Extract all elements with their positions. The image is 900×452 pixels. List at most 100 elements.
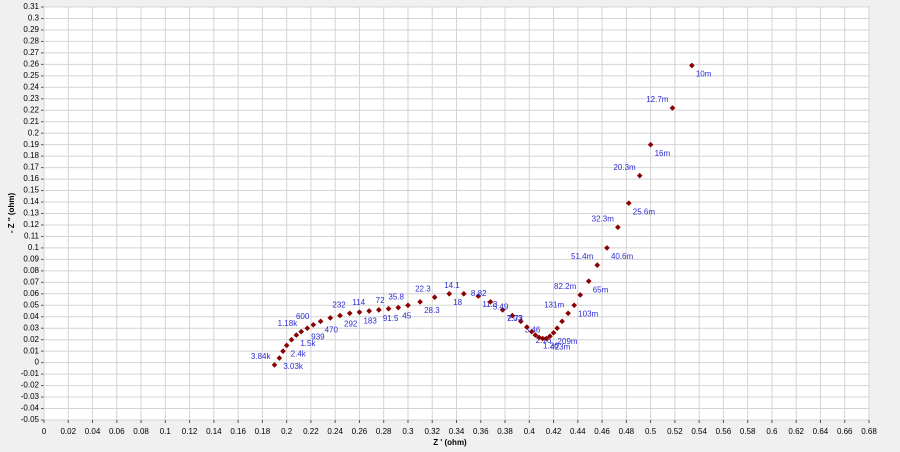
x-tick-label: 0.6 xyxy=(766,427,778,436)
y-tick-label: 0.19 xyxy=(23,140,39,149)
x-axis-title: Z ' (ohm) xyxy=(433,438,467,447)
y-tick-label: 0.03 xyxy=(23,323,39,332)
point xyxy=(577,292,584,298)
y-axis-title: - Z '' (ohm) xyxy=(7,193,16,234)
y-tick-label: 0.31 xyxy=(23,2,39,11)
point-label: 32.3m xyxy=(592,214,615,223)
point xyxy=(304,325,311,332)
x-tick-label: 0.48 xyxy=(619,427,635,436)
point-label: 2.73 xyxy=(507,314,523,323)
x-tick-label: 0.1 xyxy=(160,427,172,436)
point xyxy=(647,141,654,148)
point-label: 103m xyxy=(578,309,598,318)
point-label: 25.6m xyxy=(633,207,656,216)
x-tick-label: 0.18 xyxy=(255,427,271,436)
y-tick-label: 0.05 xyxy=(23,300,39,309)
point xyxy=(376,307,382,313)
x-tick-label: 0.64 xyxy=(813,427,829,436)
y-tick-label: -0.02 xyxy=(21,381,40,390)
y-tick-label: -0.04 xyxy=(21,404,40,413)
y-tick-label: 0.21 xyxy=(23,117,39,126)
x-tick-label: 0.26 xyxy=(352,427,368,436)
point-label: 2.4k xyxy=(291,350,307,359)
point xyxy=(288,336,295,343)
x-tick-label: 0.04 xyxy=(85,427,101,436)
point xyxy=(625,200,632,207)
point xyxy=(559,318,565,325)
x-tick-label: 0.32 xyxy=(424,427,440,436)
point xyxy=(417,299,423,305)
point-label: 8.82 xyxy=(471,289,487,298)
point xyxy=(550,329,557,336)
point-label: 91.5 xyxy=(383,314,399,323)
x-tick-label: 0.44 xyxy=(570,427,586,436)
point xyxy=(539,335,546,342)
point-label: 40.6m xyxy=(611,252,634,261)
y-tick-label: 0.16 xyxy=(23,174,39,183)
point xyxy=(283,342,290,349)
point xyxy=(524,324,530,330)
y-tick-label: 0.27 xyxy=(23,48,39,57)
point xyxy=(509,312,516,319)
x-tick-label: 0.16 xyxy=(230,427,246,436)
point xyxy=(543,335,550,342)
y-tick-label: 0.12 xyxy=(23,220,39,229)
point-label: 7.03 xyxy=(507,314,523,323)
point-label: 1.5k xyxy=(300,339,316,348)
x-tick-label: 0.42 xyxy=(546,427,562,436)
point xyxy=(356,309,363,315)
x-tick-label: 0.52 xyxy=(667,427,683,436)
point-label: 232 xyxy=(332,300,346,309)
y-tick-label: 0.24 xyxy=(23,82,39,91)
y-tick-label: 0.29 xyxy=(23,25,39,34)
y-tick-label: 0.06 xyxy=(23,289,39,298)
point xyxy=(298,328,305,335)
point xyxy=(395,304,402,311)
point-label: 1.18k xyxy=(278,319,299,328)
point-label: 22.3 xyxy=(415,284,431,293)
y-tick-label: 0.17 xyxy=(23,163,39,172)
point-label: 423m xyxy=(550,343,570,352)
point xyxy=(271,362,278,368)
y-tick-label: 0.13 xyxy=(23,209,39,218)
x-tick-label: 0.66 xyxy=(837,427,853,436)
point-label: 600 xyxy=(296,312,310,321)
point-label: 14.1 xyxy=(444,281,460,290)
point xyxy=(475,293,482,299)
point-label: 3.03k xyxy=(283,362,304,371)
point-label: 16m xyxy=(655,149,671,158)
x-tick-label: 0.2 xyxy=(281,427,293,436)
point xyxy=(293,332,300,338)
x-tick-label: 0.62 xyxy=(788,427,804,436)
point-label: 470 xyxy=(325,325,339,334)
point xyxy=(554,325,561,332)
point xyxy=(669,105,676,111)
y-tick-label: 0.15 xyxy=(23,186,39,195)
point xyxy=(585,278,592,285)
point-label: 10m xyxy=(696,70,712,79)
point xyxy=(337,312,343,319)
point xyxy=(615,224,621,231)
y-tick-label: 0.26 xyxy=(23,59,39,68)
y-tick-label: 0.08 xyxy=(23,266,39,275)
x-tick-label: 0.08 xyxy=(133,427,149,436)
point-label: 51.4m xyxy=(571,252,594,261)
point xyxy=(499,307,506,313)
point-label: 1.36 xyxy=(543,342,559,351)
point-label: 183 xyxy=(363,316,377,325)
x-tick-label: 0.12 xyxy=(182,427,198,436)
point xyxy=(280,348,286,354)
y-tick-label: 0.02 xyxy=(23,335,39,344)
y-tick-label: -0.03 xyxy=(21,392,40,401)
y-tick-label: 0 xyxy=(35,358,40,367)
point xyxy=(366,308,372,314)
point xyxy=(594,262,601,268)
x-tick-label: 0.56 xyxy=(716,427,732,436)
x-tick-label: 0.58 xyxy=(740,427,756,436)
x-tick-label: 0.14 xyxy=(206,427,222,436)
point xyxy=(571,302,578,309)
x-tick-label: 0.02 xyxy=(60,427,76,436)
y-tick-label: 0.18 xyxy=(23,151,39,160)
point-label: 72 xyxy=(376,296,385,305)
